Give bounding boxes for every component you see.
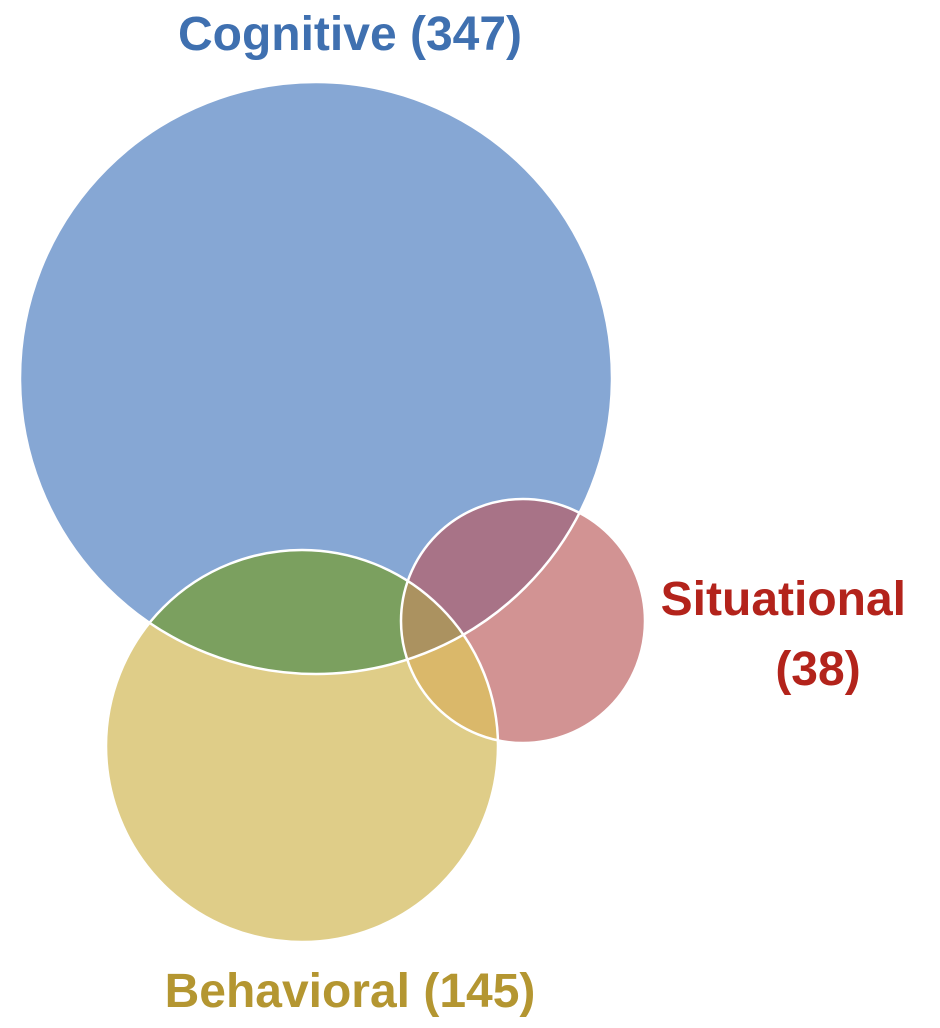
cognitive-outline [18,80,614,676]
behavioral-outline [104,548,500,944]
cognitive-behavioral-overlap [106,550,498,674]
situational-label-line2: (38) [775,643,860,696]
situational-outline [399,497,647,745]
behavioral-label: Behavioral (145) [165,965,536,1018]
situational-label: Situational (38) [661,573,920,696]
cognitive-label: Cognitive (347) [178,8,522,61]
situational-label-line1: Situational [661,573,906,626]
